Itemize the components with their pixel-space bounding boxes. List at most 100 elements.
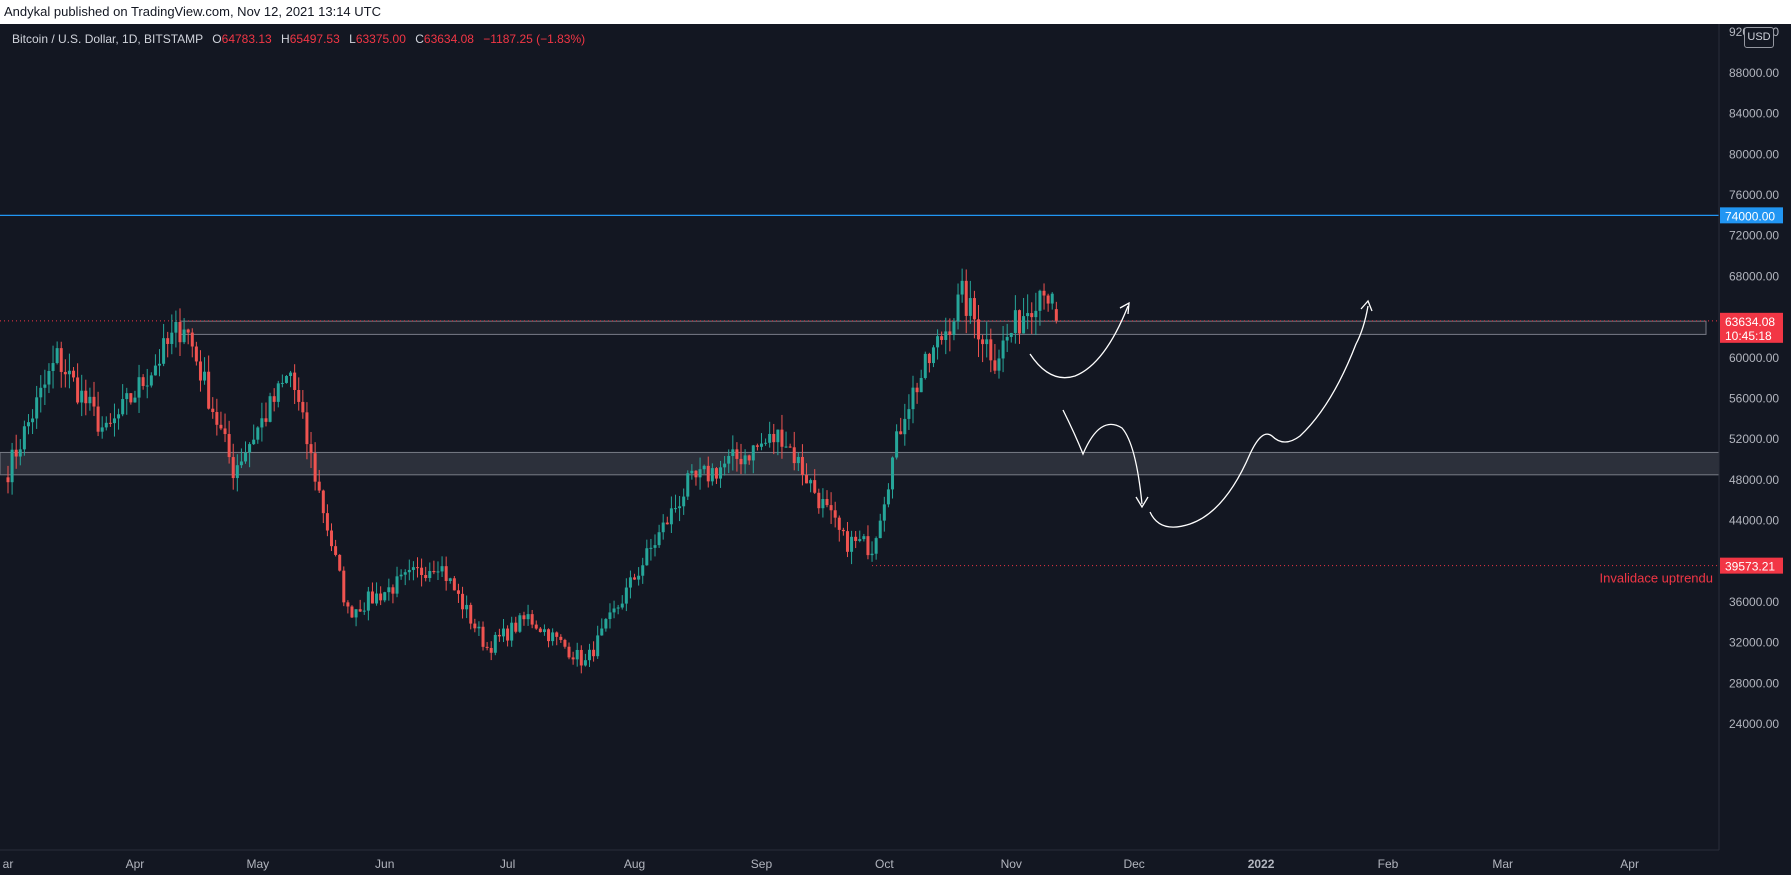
candle-body	[493, 634, 497, 653]
candle-body	[579, 649, 583, 666]
candle-body	[358, 609, 362, 612]
x-tick-label: Mar	[1492, 857, 1513, 871]
level-badge-bg	[1720, 207, 1783, 224]
candle-body	[440, 566, 444, 572]
candle-body	[903, 418, 907, 435]
candle-body	[780, 429, 784, 447]
currency-selector[interactable]: USD	[1744, 27, 1774, 48]
candle-body	[391, 587, 395, 594]
candle-body	[899, 431, 903, 435]
candle-body	[518, 615, 522, 632]
candle-body	[501, 628, 505, 637]
candle-body	[571, 657, 575, 660]
candle-body	[289, 372, 293, 377]
candle-body	[911, 387, 915, 410]
candle-body	[244, 452, 248, 462]
candle-body	[841, 529, 845, 532]
candle-body	[1030, 313, 1034, 318]
candle-body	[809, 480, 813, 484]
candle-body	[907, 409, 911, 419]
candle-body	[776, 429, 780, 443]
candle-body	[1034, 310, 1038, 318]
candle-body	[637, 575, 641, 580]
candle-body	[845, 531, 849, 552]
candle-body	[223, 428, 227, 435]
candle-body	[547, 629, 551, 642]
candle-body	[510, 622, 514, 641]
price-axis-background	[1719, 24, 1791, 875]
candle-body	[80, 390, 84, 403]
projection-arrow-up-long	[1149, 305, 1369, 528]
candle-body	[256, 427, 260, 440]
candle-body	[293, 372, 297, 390]
candle-body	[121, 399, 125, 415]
symbol-name: Bitcoin / U.S. Dollar, 1D, BITSTAMP	[12, 32, 203, 46]
candle-body	[821, 499, 825, 509]
candle-body	[268, 396, 272, 422]
candle-body	[411, 567, 415, 570]
candle-body	[927, 353, 931, 364]
x-tick-label: Apr	[1620, 857, 1639, 871]
candle-body	[448, 578, 452, 581]
x-tick-label: Jun	[375, 857, 394, 871]
candle-body	[960, 280, 964, 295]
candle-body	[100, 427, 104, 432]
candle-body	[895, 431, 899, 458]
candle-body	[461, 593, 465, 610]
high-value: 65497.53	[289, 32, 340, 46]
candle-body	[481, 626, 485, 647]
candle-body	[174, 321, 178, 333]
candle-body	[608, 612, 612, 620]
y-tick-label: 52000.00	[1729, 432, 1779, 446]
candle-body	[375, 593, 379, 604]
candle-body	[39, 387, 43, 398]
candle-body	[1009, 332, 1013, 337]
candle-body	[862, 536, 866, 540]
candle-body	[395, 576, 399, 594]
open-value: 64783.13	[221, 32, 272, 46]
candle-body	[334, 546, 338, 555]
candle-body	[555, 632, 559, 637]
candle-body	[350, 606, 354, 618]
candle-body	[506, 628, 510, 641]
candle-body	[190, 332, 194, 347]
candle-body	[366, 591, 370, 611]
candle-body	[739, 458, 743, 465]
candle-body	[432, 570, 436, 573]
candle-body	[239, 461, 243, 466]
candle-body	[972, 298, 976, 320]
candle-body	[542, 629, 546, 633]
candle-body	[878, 520, 882, 539]
candle-body	[170, 332, 174, 344]
x-tick-label: Dec	[1123, 857, 1144, 871]
candle-body	[452, 578, 456, 591]
candle-body	[538, 628, 542, 633]
candle-body	[805, 474, 809, 484]
candle-body	[1050, 293, 1054, 304]
x-tick-label: Nov	[1001, 857, 1022, 871]
candle-body	[284, 376, 288, 383]
candle-body	[465, 604, 469, 610]
candle-body	[616, 607, 620, 609]
candle-body	[678, 506, 682, 509]
candle-body	[379, 593, 383, 601]
price-chart[interactable]: Invalidace uptrendu 92000.0088000.008400…	[0, 24, 1791, 875]
candle-body	[719, 467, 723, 479]
candle-body	[673, 508, 677, 510]
candle-body	[858, 539, 862, 541]
x-tick-label: May	[246, 857, 269, 871]
candle-body	[6, 477, 10, 483]
change-value: −1187.25 (−1.83%)	[483, 32, 586, 46]
candle-body	[252, 439, 256, 445]
candle-body	[428, 570, 432, 579]
candle-body	[158, 363, 162, 366]
candle-body	[596, 635, 600, 657]
y-tick-label: 72000.00	[1729, 229, 1779, 243]
candle-body	[133, 397, 137, 403]
candle-body	[723, 463, 727, 468]
candle-body	[231, 457, 235, 479]
candle-body	[768, 433, 772, 443]
candle-body	[714, 468, 718, 479]
candle-body	[330, 530, 334, 547]
